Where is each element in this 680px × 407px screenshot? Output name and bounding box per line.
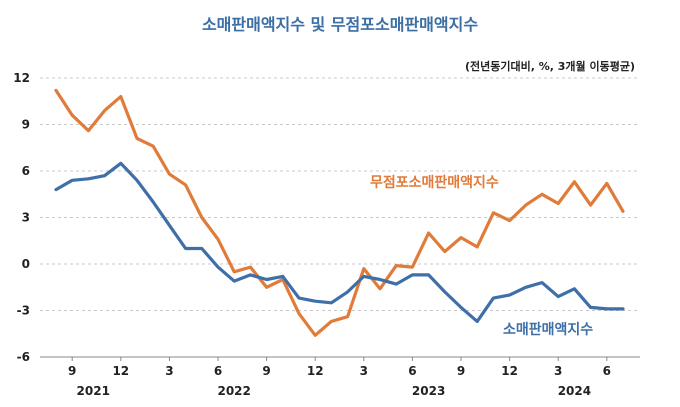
x-axis-ticks: 9 12 3 6 9 12 3 6 9 12 3 6 <box>68 357 611 378</box>
x-tick-label: 3 <box>554 364 562 378</box>
year-label: 2024 <box>558 384 591 398</box>
x-axis-years: 2021 2022 2023 2024 <box>77 384 592 398</box>
y-tick-label: -3 <box>17 304 30 318</box>
gridlines <box>40 77 640 358</box>
chart-unit-note: (전년동기대비, %, 3개월 이동평균) <box>465 59 635 73</box>
series-label-retail: 소매판매액지수 <box>503 321 593 338</box>
year-label: 2022 <box>217 384 250 398</box>
series-line-nonstore <box>54 88 625 337</box>
y-axis-ticks: -6 -3 0 3 6 9 12 <box>13 71 30 364</box>
x-tick-label: 12 <box>112 364 129 378</box>
x-tick-label: 3 <box>165 364 173 378</box>
series-lines <box>54 88 625 337</box>
series-label-nonstore: 무점포소매판매액지수 <box>370 174 499 191</box>
y-tick-label: 3 <box>22 211 30 225</box>
y-tick-label: 12 <box>13 71 30 85</box>
x-tick-label: 6 <box>408 364 416 378</box>
x-tick-label: 9 <box>262 364 270 378</box>
chart-title: 소매판매액지수 및 무점포소매판매액지수 <box>202 15 478 34</box>
x-tick-label: 12 <box>307 364 324 378</box>
y-tick-label: -6 <box>17 350 30 364</box>
y-tick-label: 6 <box>22 164 30 178</box>
x-tick-label: 9 <box>68 364 76 378</box>
x-tick-label: 3 <box>360 364 368 378</box>
x-tick-label: 6 <box>214 364 222 378</box>
x-tick-label: 12 <box>501 364 518 378</box>
y-tick-label: 9 <box>22 118 30 132</box>
x-tick-label: 6 <box>603 364 611 378</box>
year-label: 2023 <box>412 384 445 398</box>
x-tick-label: 9 <box>457 364 465 378</box>
series-line-retail <box>54 161 625 323</box>
year-label: 2021 <box>77 384 110 398</box>
y-tick-label: 0 <box>22 257 30 271</box>
